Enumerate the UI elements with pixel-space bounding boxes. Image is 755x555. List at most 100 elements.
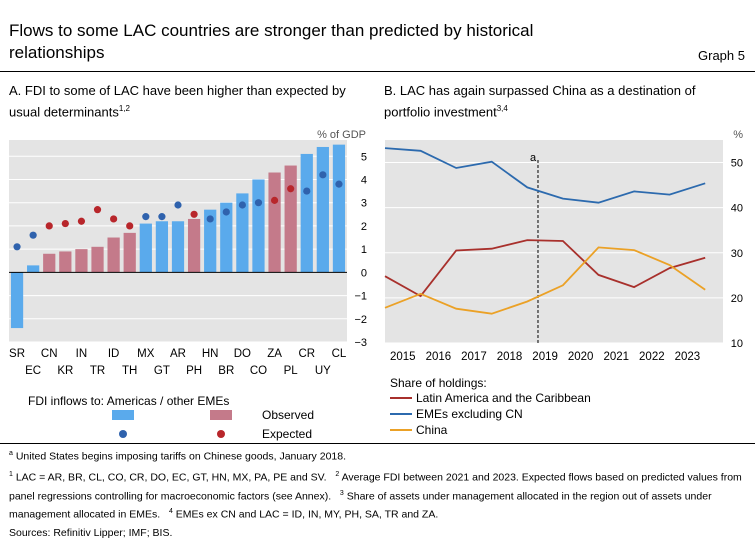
panel-a-ytick-label: 4: [361, 174, 367, 186]
panel-b-xtick-label: 2016: [426, 351, 452, 363]
bar-observed-tr: [91, 246, 104, 273]
legend-other-observed-swatch: [210, 410, 232, 420]
panel-a-title-sup: 1,2: [118, 104, 130, 113]
panel-b-ytick-label: 10: [731, 338, 743, 350]
dot-expected-gt: [158, 213, 166, 221]
panel-a-unit-label: % of GDP: [317, 129, 366, 141]
dot-expected-co: [254, 199, 263, 207]
panel-a-ytick-label: −1: [354, 291, 367, 303]
panel-a-xtick-label: PL: [284, 365, 299, 377]
footnote-4-mark: 4: [168, 508, 173, 515]
panel-a-xtick-label: CO: [250, 365, 267, 377]
footnote-rule: [0, 443, 755, 444]
panel-b-legend: Latin America and the Caribbean EMEs excl…: [390, 391, 591, 437]
series-line-0: [384, 239, 706, 298]
dot-expected-in: [77, 217, 86, 225]
bar-observed-do: [236, 193, 249, 273]
footnote-3-text: Share of assets under management allocat…: [9, 490, 712, 521]
bar-observed-pl: [284, 165, 297, 273]
panel-a-xtick-label: ID: [108, 348, 120, 360]
panel-a-xtick-label: CN: [41, 348, 58, 360]
bar-observed-ec: [27, 265, 40, 273]
panel-b-xtick-label: 2020: [568, 351, 594, 363]
panel-b-chart: 10 20 30 40 50 2015 2016 2017 2018 2019 2020 2021 20…: [384, 129, 743, 437]
footnote-1-text: LAC = AR, BR, CL, CO, CR, DO, EC, GT, HN…: [15, 471, 327, 484]
dot-expected-tr: [93, 206, 102, 214]
panel-a-ytick-label: 2: [361, 221, 367, 233]
panel-b-xtick-label: 2023: [675, 351, 701, 363]
dot-expected-cl: [335, 180, 343, 188]
panel-b-ytick-label: 50: [731, 158, 743, 170]
dot-expected-ec: [29, 231, 37, 239]
dot-expected-id: [110, 215, 118, 223]
panel-a-xtick-label: EC: [25, 365, 41, 377]
bar-observed-cr: [300, 153, 313, 273]
panel-a-xtick-label: PH: [186, 365, 202, 377]
bar-observed-cn: [43, 253, 56, 273]
dot-expected-br: [222, 208, 230, 216]
footnote-2-mark: 2: [335, 471, 340, 478]
panel-a-xtick-label: GT: [154, 365, 170, 377]
bar-observed-id: [107, 237, 120, 273]
bar-observed-uy: [316, 146, 329, 273]
dot-expected-kr: [61, 219, 69, 228]
panel-b-xtick-label: 2018: [497, 351, 523, 363]
footnote-a: a United States begins imposing tariffs …: [9, 446, 749, 465]
top-rule: [0, 71, 755, 72]
panel-a-xtick-label: TR: [90, 365, 105, 377]
bar-observed-gt: [155, 221, 169, 273]
footnote-a-text: United States begins imposing tariffs on…: [15, 450, 347, 463]
footnotes-numbered: 1 LAC = AR, BR, CL, CO, CR, DO, EC, GT, …: [9, 467, 749, 523]
bar-observed-th: [123, 232, 136, 273]
panel-a-xtick-label: IN: [76, 348, 88, 360]
footnote-3-mark: 3: [339, 489, 344, 497]
dot-expected-mx: [142, 213, 150, 221]
dot-expected-ph: [190, 210, 198, 218]
legend-label-1: EMEs excluding CN: [416, 407, 523, 421]
panel-a-ytick-label: 1: [361, 244, 367, 256]
panel-a-xtick-label: UY: [315, 365, 331, 377]
panel-a-title-text: A. FDI to some of LAC have been higher t…: [9, 83, 346, 120]
legend-americas-observed-swatch: [112, 410, 134, 420]
dot-expected-hn: [206, 215, 214, 223]
panel-a-xtick-label: DO: [234, 348, 251, 360]
page-title: Flows to some LAC countries are stronger…: [9, 21, 534, 62]
panel-b-ytick-label: 40: [731, 203, 743, 215]
panel-a-xtick-label: TH: [122, 365, 137, 377]
dot-expected-pl: [287, 185, 295, 193]
panel-b-xtick-label: 2021: [603, 351, 629, 363]
dot-expected-za: [270, 196, 279, 204]
dot-expected-th: [126, 222, 134, 230]
panel-b-plot-area: 10 20 30 40 50 2015 2016 2017 2018 2019 2020 2021 20…: [384, 140, 743, 363]
panel-b-xtick-label: 2022: [639, 351, 665, 363]
legend-other-expected-dot: [217, 430, 225, 438]
legend-americas-expected-dot: [119, 430, 127, 438]
panel-b-title-sup: 3,4: [496, 104, 508, 113]
sources-line: Sources: Refinitiv Lipper; IMF; BIS.: [9, 527, 173, 539]
legend-label-0: Latin America and the Caribbean: [416, 391, 591, 405]
panel-b-ytick-label: 30: [731, 248, 743, 260]
footnote-a-mark: a: [9, 450, 13, 457]
series-line-1: [384, 147, 706, 204]
dot-expected-cn: [45, 222, 53, 230]
footnote-2-text: Average FDI between 2021 and 2023. Expec…: [9, 471, 742, 503]
bar-observed-sr: [10, 272, 24, 329]
footnote-4-text: EMEs ex CN and LAC = ID, IN, MY, PH, SA,…: [175, 508, 439, 521]
dot-expected-ar: [174, 201, 182, 209]
graph-number: Graph 5: [698, 48, 745, 63]
legend-label-2: China: [416, 423, 448, 437]
panel-b-ytick-label: 20: [731, 293, 743, 305]
dot-expected-sr: [13, 243, 21, 251]
panel-a-xtick-label: SR: [9, 348, 25, 360]
panel-b-xtick-label: 2015: [390, 351, 416, 363]
footnote-1-mark: 1: [9, 471, 13, 478]
panel-a-xtick-label: MX: [137, 348, 155, 360]
bar-observed-kr: [59, 251, 72, 273]
bar-observed-mx: [139, 223, 152, 273]
dot-expected-uy: [319, 171, 327, 179]
panel-a-ytick-label: 3: [361, 198, 367, 210]
panel-a-ytick-label: −2: [354, 314, 367, 326]
panel-b-unit-label: %: [733, 129, 743, 141]
bar-observed-za: [268, 172, 281, 273]
